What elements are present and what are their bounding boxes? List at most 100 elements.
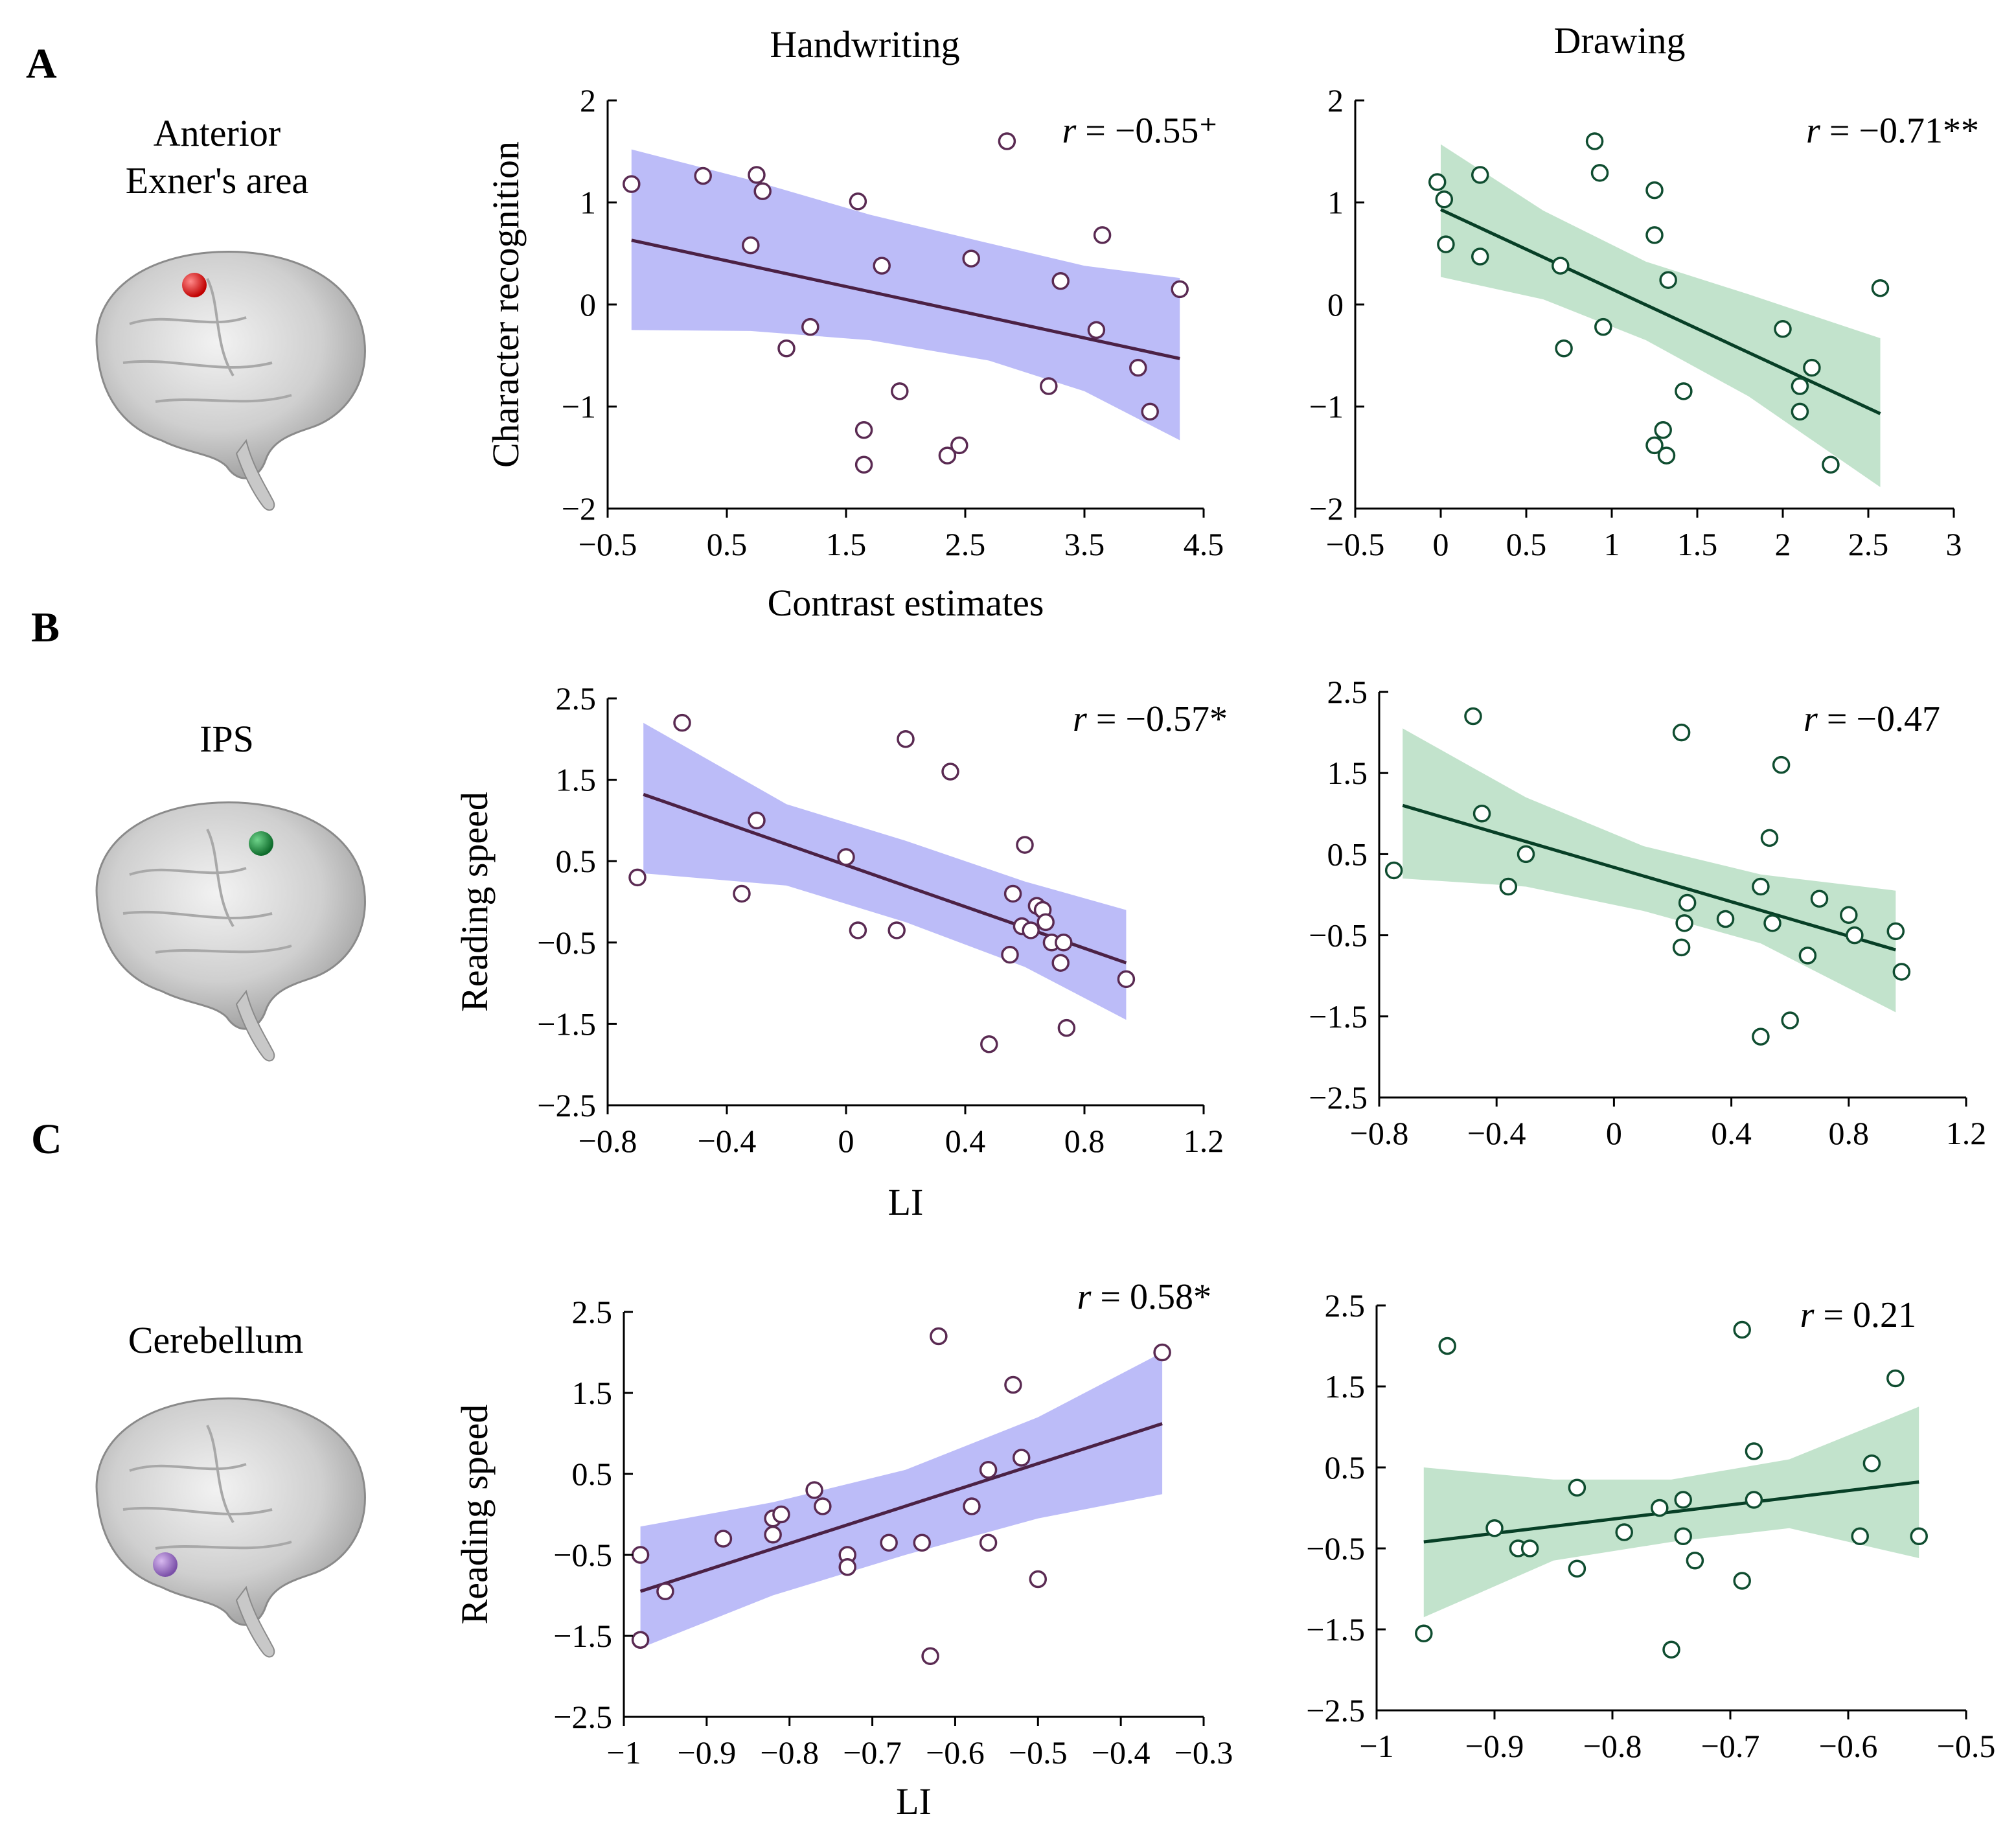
data-point: [714, 1530, 733, 1548]
x-axis-label: LI: [888, 1181, 924, 1223]
x-tick-label: −0.8: [760, 1734, 819, 1771]
y-tick-label: −0.5: [1309, 917, 1368, 954]
data-point: [1674, 1491, 1692, 1509]
data-point: [1615, 1523, 1633, 1541]
y-tick-label: 2.5: [1327, 674, 1368, 710]
data-point: [880, 1534, 898, 1552]
x-tick-label: 2.5: [1848, 526, 1889, 562]
data-point: [1499, 877, 1518, 896]
data-point: [1840, 906, 1858, 925]
correlation-annotation: r = −0.55⁺: [1062, 111, 1218, 151]
data-point: [1568, 1559, 1586, 1578]
x-tick-label: −0.9: [678, 1734, 737, 1771]
data-point: [888, 921, 906, 939]
confidence-band: [631, 149, 1180, 441]
data-point: [1645, 181, 1664, 200]
x-tick-label: −1: [606, 1734, 641, 1771]
x-tick-label: 0: [1606, 1115, 1622, 1151]
data-point: [1892, 963, 1911, 981]
brain-image-ips: [95, 801, 366, 1062]
data-point: [1675, 914, 1693, 932]
y-tick-label: −2.5: [1309, 1079, 1368, 1116]
region-marker-purple: [153, 1552, 178, 1577]
confidence-band: [1403, 728, 1896, 1013]
data-point: [950, 436, 968, 455]
x-tick-label: −0.4: [698, 1123, 757, 1159]
data-point: [921, 1647, 939, 1665]
y-tick-label: 1.5: [1327, 755, 1368, 791]
data-point: [1016, 836, 1034, 854]
data-point: [1760, 829, 1779, 847]
data-point: [1822, 455, 1840, 474]
data-point: [1415, 1624, 1433, 1642]
data-point: [801, 317, 819, 336]
data-point: [1654, 420, 1672, 439]
data-point: [742, 236, 760, 255]
data-point: [1871, 279, 1890, 297]
y-tick-label: −0.5: [537, 925, 596, 961]
correlation-annotation: r = 0.58*: [1077, 1277, 1211, 1317]
data-point: [1520, 1539, 1539, 1557]
data-point: [1678, 893, 1697, 912]
data-point: [849, 921, 867, 939]
regression-line: [639, 1422, 1163, 1593]
data-point: [628, 868, 647, 887]
data-point: [1129, 358, 1147, 377]
y-tick-label: 2.5: [556, 680, 597, 717]
confidence-band: [640, 1352, 1163, 1648]
column-title-handwriting: Handwriting: [770, 23, 959, 65]
data-point: [1846, 926, 1864, 945]
x-tick-label: −0.7: [843, 1734, 902, 1771]
regression-line: [1439, 208, 1881, 415]
x-tick-label: 4.5: [1184, 526, 1224, 562]
data-point: [1733, 1572, 1751, 1590]
data-point: [1055, 934, 1073, 952]
data-point: [1774, 320, 1792, 338]
confidence-band: [1441, 144, 1881, 487]
x-tick-label: 0.4: [1711, 1115, 1752, 1151]
y-tick-label: 0.5: [1325, 1449, 1366, 1486]
data-point: [1686, 1552, 1704, 1570]
data-point: [1037, 913, 1055, 932]
region-marker-green: [249, 831, 273, 856]
x-tick-label: 0.5: [707, 526, 748, 562]
data-point: [1471, 166, 1489, 184]
data-point: [1791, 402, 1809, 421]
y-tick-label: −1.5: [1306, 1611, 1365, 1648]
data-point: [1517, 845, 1535, 864]
x-tick-label: 2: [1775, 526, 1791, 562]
data-point: [1781, 1011, 1799, 1029]
data-point: [873, 257, 891, 275]
data-point: [1141, 402, 1159, 421]
y-tick-label: 1.5: [572, 1375, 613, 1411]
data-point: [1585, 132, 1604, 150]
chart-a-drawing: −2 −1 0 1 2 −0.5 0 0.5 1 1.5 2 2.5 3 r = −0.71**: [1309, 82, 1979, 562]
x-tick-label: −0.5: [1937, 1728, 1996, 1764]
y-tick-label: 1.5: [556, 762, 597, 798]
data-point: [1384, 861, 1403, 880]
data-point: [1057, 1018, 1076, 1037]
data-point: [814, 1497, 832, 1515]
data-point: [1051, 272, 1070, 290]
data-point: [1568, 1478, 1586, 1497]
regression-line: [631, 238, 1180, 360]
data-point: [1763, 914, 1781, 932]
y-tick-label: 0.5: [556, 843, 597, 879]
data-point: [1672, 938, 1691, 957]
chart-c-drawing: −2.5 −1.5 −0.5 0.5 1.5 2.5 −1 −0.9 −0.8 −0.7 −0.6 −…: [1306, 1287, 1995, 1764]
x-tick-label: −0.8: [1583, 1728, 1642, 1764]
data-point: [998, 132, 1016, 150]
y-tick-label: 2.5: [572, 1294, 613, 1330]
y-tick-label: 0: [1327, 286, 1344, 323]
data-point: [1040, 377, 1058, 395]
data-point: [1555, 339, 1573, 358]
data-point: [623, 175, 641, 193]
data-point: [1733, 1320, 1751, 1339]
data-point: [1651, 1499, 1669, 1517]
data-point: [963, 1497, 981, 1515]
data-point: [1752, 877, 1770, 896]
x-tick-label: −0.5: [578, 526, 637, 562]
panel-letter-b: B: [31, 604, 60, 651]
x-tick-label: −1: [1359, 1728, 1393, 1764]
